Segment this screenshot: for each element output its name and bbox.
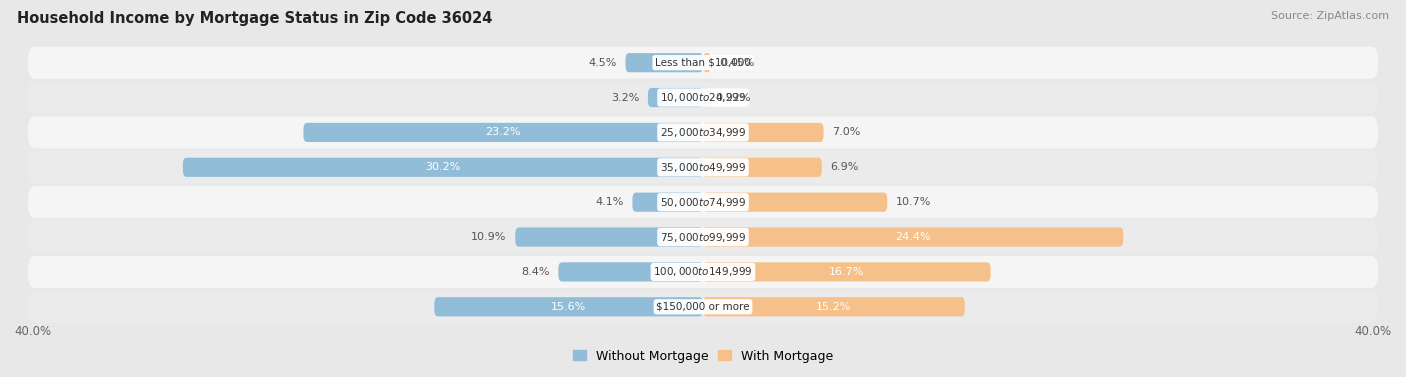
Text: Less than $10,000: Less than $10,000: [655, 58, 751, 68]
Text: 10.9%: 10.9%: [471, 232, 506, 242]
Text: 4.1%: 4.1%: [595, 197, 624, 207]
Text: $35,000 to $49,999: $35,000 to $49,999: [659, 161, 747, 174]
Text: 15.2%: 15.2%: [817, 302, 852, 312]
Text: $75,000 to $99,999: $75,000 to $99,999: [659, 231, 747, 244]
FancyBboxPatch shape: [633, 193, 703, 212]
Text: $150,000 or more: $150,000 or more: [657, 302, 749, 312]
FancyBboxPatch shape: [703, 158, 823, 177]
Text: $50,000 to $74,999: $50,000 to $74,999: [659, 196, 747, 208]
FancyBboxPatch shape: [28, 186, 1378, 218]
FancyBboxPatch shape: [703, 123, 824, 142]
Text: 24.4%: 24.4%: [896, 232, 931, 242]
FancyBboxPatch shape: [304, 123, 703, 142]
Text: Household Income by Mortgage Status in Zip Code 36024: Household Income by Mortgage Status in Z…: [17, 11, 492, 26]
FancyBboxPatch shape: [626, 53, 703, 72]
Text: $10,000 to $24,999: $10,000 to $24,999: [659, 91, 747, 104]
Text: 10.7%: 10.7%: [896, 197, 931, 207]
Text: 7.0%: 7.0%: [832, 127, 860, 138]
Text: 0.45%: 0.45%: [720, 58, 755, 68]
Text: 0.22%: 0.22%: [716, 92, 751, 103]
FancyBboxPatch shape: [703, 193, 887, 212]
Text: 23.2%: 23.2%: [485, 127, 522, 138]
FancyBboxPatch shape: [703, 297, 965, 316]
FancyBboxPatch shape: [703, 88, 707, 107]
Text: 6.9%: 6.9%: [831, 162, 859, 172]
FancyBboxPatch shape: [434, 297, 703, 316]
Text: 3.2%: 3.2%: [610, 92, 640, 103]
Text: 40.0%: 40.0%: [14, 325, 51, 338]
Text: Source: ZipAtlas.com: Source: ZipAtlas.com: [1271, 11, 1389, 21]
FancyBboxPatch shape: [28, 116, 1378, 149]
FancyBboxPatch shape: [28, 256, 1378, 288]
Text: 8.4%: 8.4%: [522, 267, 550, 277]
FancyBboxPatch shape: [28, 47, 1378, 79]
FancyBboxPatch shape: [703, 262, 991, 282]
Text: 40.0%: 40.0%: [1355, 325, 1392, 338]
Text: 4.5%: 4.5%: [589, 58, 617, 68]
Text: $100,000 to $149,999: $100,000 to $149,999: [654, 265, 752, 278]
FancyBboxPatch shape: [28, 151, 1378, 183]
Text: 30.2%: 30.2%: [425, 162, 461, 172]
Legend: Without Mortgage, With Mortgage: Without Mortgage, With Mortgage: [574, 349, 832, 363]
Text: 15.6%: 15.6%: [551, 302, 586, 312]
FancyBboxPatch shape: [648, 88, 703, 107]
FancyBboxPatch shape: [28, 291, 1378, 323]
FancyBboxPatch shape: [183, 158, 703, 177]
FancyBboxPatch shape: [28, 221, 1378, 253]
FancyBboxPatch shape: [28, 81, 1378, 113]
FancyBboxPatch shape: [515, 227, 703, 247]
Text: $25,000 to $34,999: $25,000 to $34,999: [659, 126, 747, 139]
FancyBboxPatch shape: [558, 262, 703, 282]
FancyBboxPatch shape: [703, 227, 1123, 247]
Text: 16.7%: 16.7%: [830, 267, 865, 277]
FancyBboxPatch shape: [703, 53, 711, 72]
